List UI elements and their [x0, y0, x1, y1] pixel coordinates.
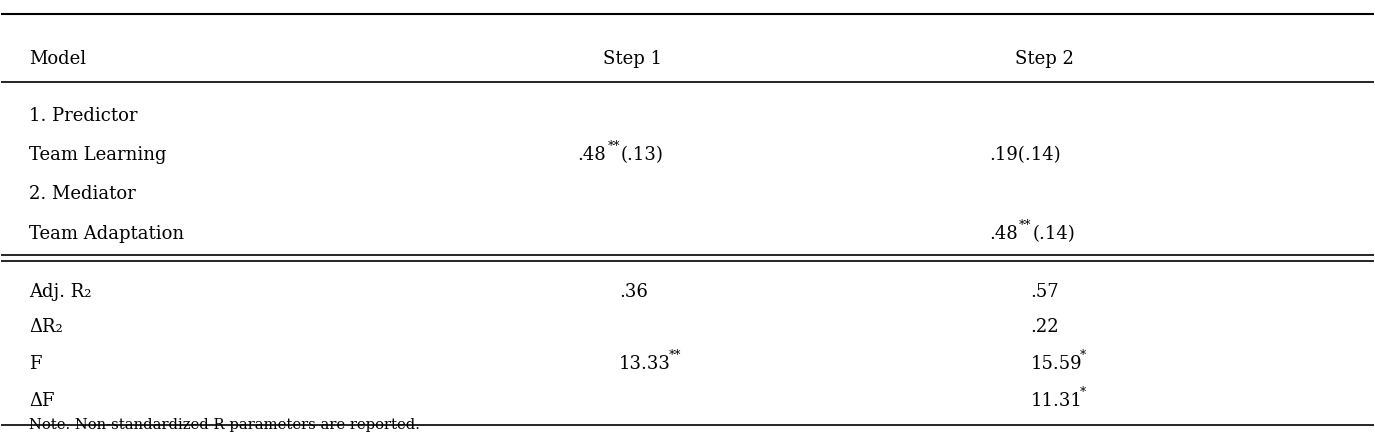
Text: Note. Non-standardized R parameters are reported.: Note. Non-standardized R parameters are …: [29, 419, 419, 433]
Text: **: **: [1019, 219, 1031, 232]
Text: .22: .22: [1030, 318, 1059, 336]
Text: .48: .48: [990, 225, 1018, 243]
Text: .19(.14): .19(.14): [990, 146, 1062, 164]
Text: ΔF: ΔF: [29, 392, 55, 410]
Text: Model: Model: [29, 50, 87, 68]
Text: Step 2: Step 2: [1015, 50, 1074, 68]
Text: Step 1: Step 1: [604, 50, 663, 68]
Text: *: *: [1079, 349, 1086, 362]
Text: Team Adaptation: Team Adaptation: [29, 225, 184, 243]
Text: (.13): (.13): [622, 146, 664, 164]
Text: (.14): (.14): [1033, 225, 1075, 243]
Text: Adj. R₂: Adj. R₂: [29, 283, 91, 301]
Text: 2. Mediator: 2. Mediator: [29, 185, 136, 203]
Text: **: **: [668, 349, 681, 362]
Text: .36: .36: [619, 283, 648, 301]
Text: **: **: [608, 140, 620, 153]
Text: 1. Predictor: 1. Predictor: [29, 107, 138, 125]
Text: 13.33: 13.33: [619, 355, 671, 373]
Text: .57: .57: [1030, 283, 1059, 301]
Text: 15.59: 15.59: [1030, 355, 1082, 373]
Text: F: F: [29, 355, 41, 373]
Text: *: *: [1079, 386, 1086, 399]
Text: ΔR₂: ΔR₂: [29, 318, 63, 336]
Text: .48: .48: [578, 146, 606, 164]
Text: Team Learning: Team Learning: [29, 146, 166, 164]
Text: 11.31: 11.31: [1030, 392, 1082, 410]
